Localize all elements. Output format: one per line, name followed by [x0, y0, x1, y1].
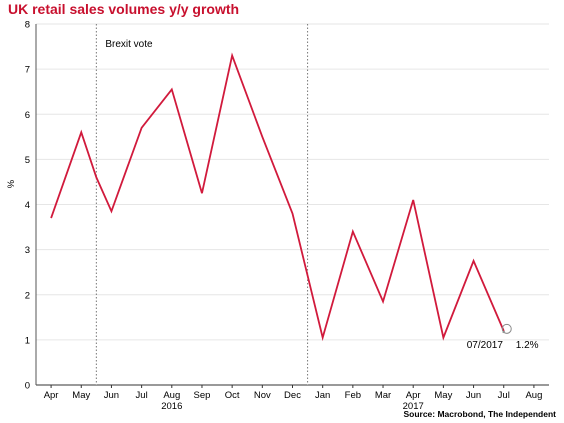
x-tick-label: Dec	[284, 390, 301, 401]
x-tick-label: Apr	[406, 390, 421, 401]
y-tick-label: 3	[25, 245, 30, 256]
chart-source: Source: Macrobond, The Independent	[403, 409, 556, 419]
x-tick-label: Oct	[225, 390, 240, 401]
x-tick-label: Aug	[163, 390, 180, 401]
last-point-marker	[501, 323, 512, 334]
x-tick-label: Jul	[136, 390, 148, 401]
x-tick-label: Nov	[254, 390, 271, 401]
x-year-label: 2016	[161, 401, 182, 412]
y-tick-label: 6	[25, 110, 30, 121]
x-tick-label: Mar	[375, 390, 391, 401]
y-tick-label: 4	[25, 200, 30, 211]
x-tick-label: Jan	[315, 390, 330, 401]
event-label: Brexit vote	[105, 39, 153, 50]
annotation-date: 07/2017	[467, 340, 504, 351]
last-point-pointer	[502, 330, 506, 334]
x-tick-label: May	[434, 390, 452, 401]
x-tick-label: Jun	[104, 390, 119, 401]
x-tick-label: Jun	[466, 390, 481, 401]
chart-title: UK retail sales volumes y/y growth	[8, 1, 240, 17]
y-tick-label: 7	[25, 65, 30, 76]
x-tick-label: Apr	[44, 390, 59, 401]
x-tick-label: May	[72, 390, 90, 401]
x-tick-label: Aug	[525, 390, 542, 401]
y-tick-label: 0	[25, 381, 30, 392]
y-tick-label: 8	[25, 20, 30, 31]
y-axis-label: %	[6, 179, 17, 188]
y-tick-label: 1	[25, 335, 30, 346]
x-year-label: 2017	[403, 401, 424, 412]
y-tick-label: 2	[25, 290, 30, 301]
x-tick-label: Sep	[194, 390, 211, 401]
series-line	[50, 52, 505, 342]
x-tick-label: Jul	[498, 390, 510, 401]
annotation-value: 1.2%	[516, 340, 539, 351]
y-tick-label: 5	[25, 155, 30, 166]
x-tick-label: Feb	[345, 390, 361, 401]
